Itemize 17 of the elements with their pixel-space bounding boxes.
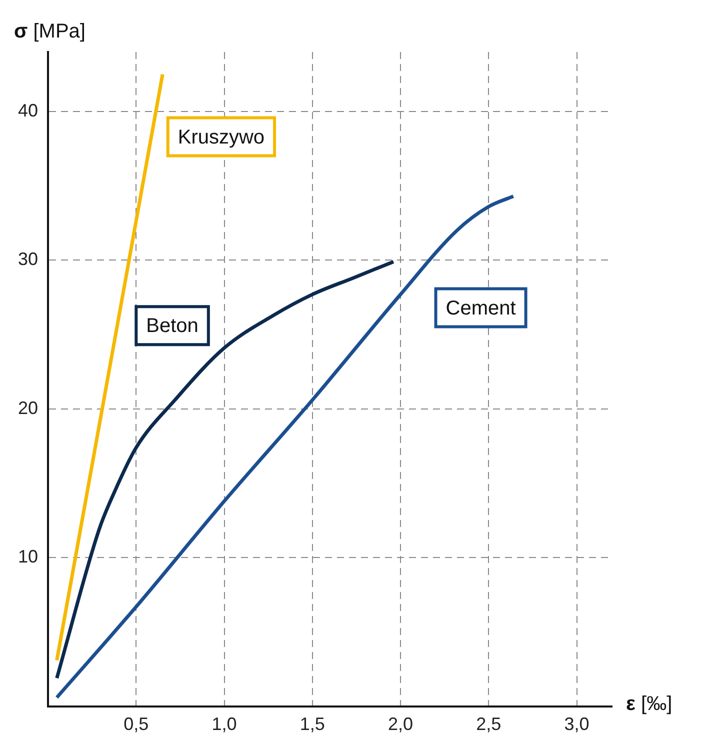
y-tick-label: 30 bbox=[18, 249, 38, 270]
x-tick-label: 1,0 bbox=[212, 714, 237, 734]
series-label: Beton bbox=[146, 315, 198, 338]
x-tick-label: 0,5 bbox=[124, 714, 149, 734]
line-series bbox=[55, 260, 396, 680]
y-tick-label: 20 bbox=[18, 398, 38, 418]
y-axis-title: σ [MPa] bbox=[14, 20, 86, 43]
x-tick-label: 2,5 bbox=[476, 714, 502, 734]
y-tick-label: 10 bbox=[18, 546, 38, 567]
series-label: Cement bbox=[446, 297, 516, 320]
series-label: Kruszywo bbox=[178, 126, 265, 148]
x-tick-label: 1,5 bbox=[300, 714, 325, 734]
line-series bbox=[55, 194, 516, 700]
y-tick-label: 40 bbox=[18, 100, 38, 120]
x-tick-label: 2,0 bbox=[388, 714, 414, 734]
x-axis-title: ε [‰] bbox=[626, 692, 672, 715]
x-tick-label: 3,0 bbox=[564, 714, 590, 734]
